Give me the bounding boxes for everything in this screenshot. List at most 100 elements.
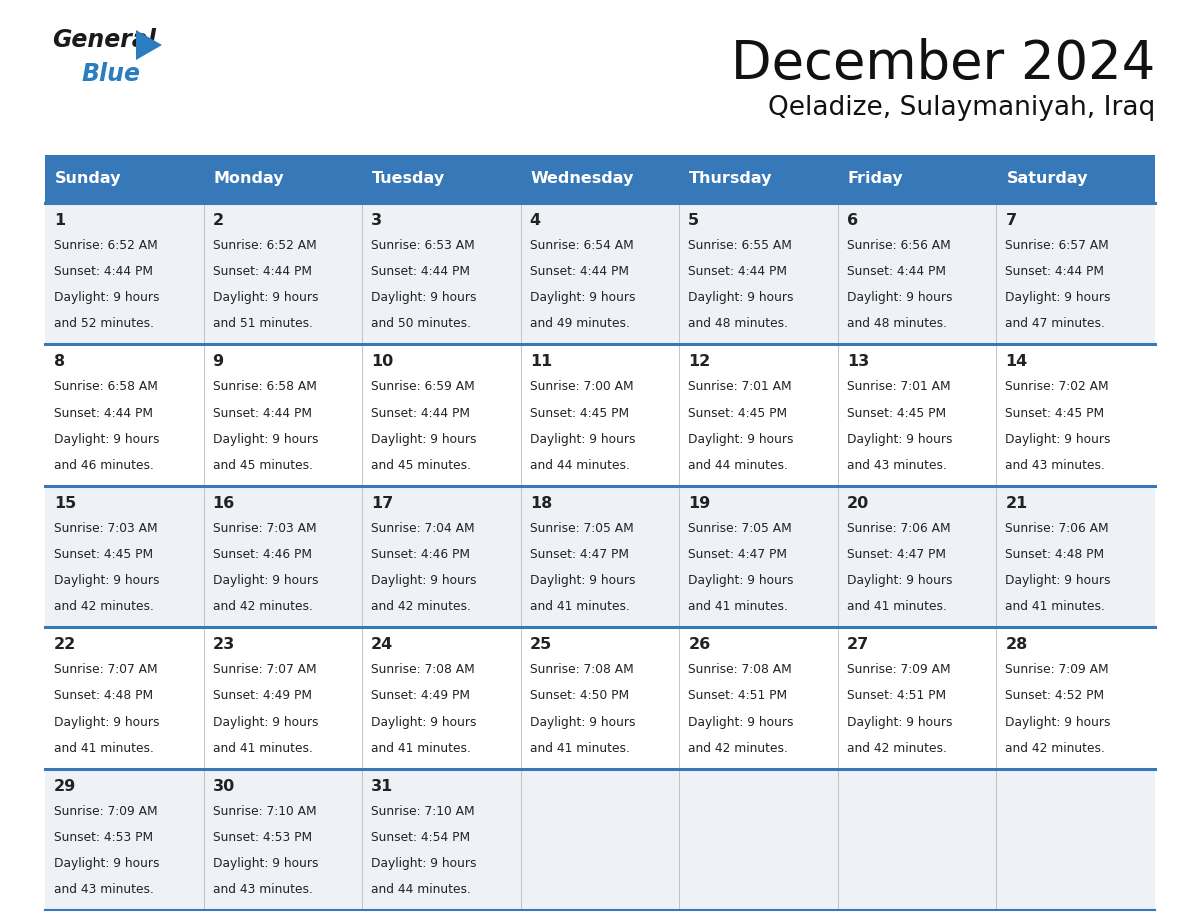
Text: 11: 11 <box>530 354 552 369</box>
Text: 27: 27 <box>847 637 870 652</box>
Text: Sunset: 4:45 PM: Sunset: 4:45 PM <box>688 407 788 420</box>
Text: Sunset: 4:44 PM: Sunset: 4:44 PM <box>1005 265 1105 278</box>
Text: Daylight: 9 hours: Daylight: 9 hours <box>688 715 794 729</box>
Text: and 43 minutes.: and 43 minutes. <box>213 883 312 896</box>
Text: Daylight: 9 hours: Daylight: 9 hours <box>213 715 318 729</box>
Bar <box>680 155 838 203</box>
Text: Daylight: 9 hours: Daylight: 9 hours <box>1005 291 1111 305</box>
Bar <box>45 486 203 627</box>
Text: 4: 4 <box>530 213 541 228</box>
Text: and 41 minutes.: and 41 minutes. <box>530 600 630 613</box>
Text: Sunset: 4:53 PM: Sunset: 4:53 PM <box>53 831 153 844</box>
Text: and 48 minutes.: and 48 minutes. <box>688 318 789 330</box>
Text: and 43 minutes.: and 43 minutes. <box>53 883 154 896</box>
Text: Sunset: 4:48 PM: Sunset: 4:48 PM <box>1005 548 1105 561</box>
Text: Daylight: 9 hours: Daylight: 9 hours <box>847 574 953 588</box>
Text: Sunrise: 7:09 AM: Sunrise: 7:09 AM <box>53 804 158 818</box>
Bar <box>520 627 680 768</box>
Bar <box>680 627 838 768</box>
Bar <box>203 768 362 910</box>
Text: 12: 12 <box>688 354 710 369</box>
Text: and 42 minutes.: and 42 minutes. <box>371 600 470 613</box>
Text: and 42 minutes.: and 42 minutes. <box>213 600 312 613</box>
Text: Sunset: 4:51 PM: Sunset: 4:51 PM <box>688 689 788 702</box>
Bar <box>203 203 362 344</box>
Text: 29: 29 <box>53 778 76 793</box>
Text: 21: 21 <box>1005 496 1028 510</box>
Text: Sunrise: 7:03 AM: Sunrise: 7:03 AM <box>213 521 316 535</box>
Text: 22: 22 <box>53 637 76 652</box>
Text: 8: 8 <box>53 354 65 369</box>
Text: Sunset: 4:51 PM: Sunset: 4:51 PM <box>847 689 946 702</box>
Text: Saturday: Saturday <box>1006 172 1088 186</box>
Bar <box>838 627 997 768</box>
Text: and 52 minutes.: and 52 minutes. <box>53 318 154 330</box>
Bar <box>362 155 520 203</box>
Bar <box>362 486 520 627</box>
Text: 6: 6 <box>847 213 858 228</box>
Text: and 42 minutes.: and 42 minutes. <box>847 742 947 755</box>
Text: 15: 15 <box>53 496 76 510</box>
Text: Daylight: 9 hours: Daylight: 9 hours <box>213 574 318 588</box>
Text: Sunrise: 7:10 AM: Sunrise: 7:10 AM <box>213 804 316 818</box>
Bar <box>997 344 1155 486</box>
Text: Sunset: 4:44 PM: Sunset: 4:44 PM <box>371 407 470 420</box>
Bar <box>45 768 203 910</box>
Text: 23: 23 <box>213 637 235 652</box>
Text: Sunday: Sunday <box>55 172 121 186</box>
Text: and 42 minutes.: and 42 minutes. <box>688 742 788 755</box>
Text: Sunrise: 6:58 AM: Sunrise: 6:58 AM <box>53 380 158 394</box>
Bar <box>362 344 520 486</box>
Text: Sunrise: 7:09 AM: Sunrise: 7:09 AM <box>1005 663 1110 677</box>
Text: Daylight: 9 hours: Daylight: 9 hours <box>530 574 636 588</box>
Text: Sunrise: 7:09 AM: Sunrise: 7:09 AM <box>847 663 950 677</box>
Bar <box>45 344 203 486</box>
Text: Friday: Friday <box>848 172 904 186</box>
Text: Sunset: 4:49 PM: Sunset: 4:49 PM <box>371 689 470 702</box>
Text: Sunset: 4:47 PM: Sunset: 4:47 PM <box>847 548 946 561</box>
Text: and 42 minutes.: and 42 minutes. <box>53 600 154 613</box>
Text: Daylight: 9 hours: Daylight: 9 hours <box>53 574 159 588</box>
Bar <box>838 344 997 486</box>
Bar <box>45 155 203 203</box>
Text: and 41 minutes.: and 41 minutes. <box>53 742 154 755</box>
Text: Daylight: 9 hours: Daylight: 9 hours <box>53 856 159 870</box>
Bar <box>362 768 520 910</box>
Bar <box>997 486 1155 627</box>
Text: and 43 minutes.: and 43 minutes. <box>1005 459 1105 472</box>
Text: 13: 13 <box>847 354 870 369</box>
Text: Sunrise: 6:54 AM: Sunrise: 6:54 AM <box>530 239 633 252</box>
Text: Sunset: 4:45 PM: Sunset: 4:45 PM <box>53 548 153 561</box>
Text: and 41 minutes.: and 41 minutes. <box>530 742 630 755</box>
Text: Sunrise: 7:05 AM: Sunrise: 7:05 AM <box>530 521 633 535</box>
Text: Sunset: 4:47 PM: Sunset: 4:47 PM <box>688 548 788 561</box>
Text: Sunrise: 6:52 AM: Sunrise: 6:52 AM <box>53 239 158 252</box>
Text: Daylight: 9 hours: Daylight: 9 hours <box>847 715 953 729</box>
Text: Sunset: 4:47 PM: Sunset: 4:47 PM <box>530 548 628 561</box>
Text: 20: 20 <box>847 496 870 510</box>
Text: and 44 minutes.: and 44 minutes. <box>530 459 630 472</box>
Bar <box>520 768 680 910</box>
Text: Daylight: 9 hours: Daylight: 9 hours <box>530 715 636 729</box>
Text: and 47 minutes.: and 47 minutes. <box>1005 318 1105 330</box>
Text: 9: 9 <box>213 354 223 369</box>
Text: and 51 minutes.: and 51 minutes. <box>213 318 312 330</box>
Bar <box>362 203 520 344</box>
Text: and 45 minutes.: and 45 minutes. <box>213 459 312 472</box>
Text: Sunrise: 6:58 AM: Sunrise: 6:58 AM <box>213 380 316 394</box>
Text: Sunrise: 7:05 AM: Sunrise: 7:05 AM <box>688 521 792 535</box>
Text: Sunrise: 7:08 AM: Sunrise: 7:08 AM <box>371 663 475 677</box>
Text: 5: 5 <box>688 213 700 228</box>
Text: Monday: Monday <box>214 172 284 186</box>
Text: Sunrise: 6:56 AM: Sunrise: 6:56 AM <box>847 239 950 252</box>
Text: Sunset: 4:54 PM: Sunset: 4:54 PM <box>371 831 470 844</box>
Text: and 41 minutes.: and 41 minutes. <box>371 742 470 755</box>
Bar <box>203 486 362 627</box>
Bar <box>680 203 838 344</box>
Bar <box>997 155 1155 203</box>
Bar <box>680 768 838 910</box>
Text: Sunrise: 7:04 AM: Sunrise: 7:04 AM <box>371 521 475 535</box>
Polygon shape <box>135 30 162 60</box>
Bar <box>520 155 680 203</box>
Text: Sunset: 4:46 PM: Sunset: 4:46 PM <box>371 548 470 561</box>
